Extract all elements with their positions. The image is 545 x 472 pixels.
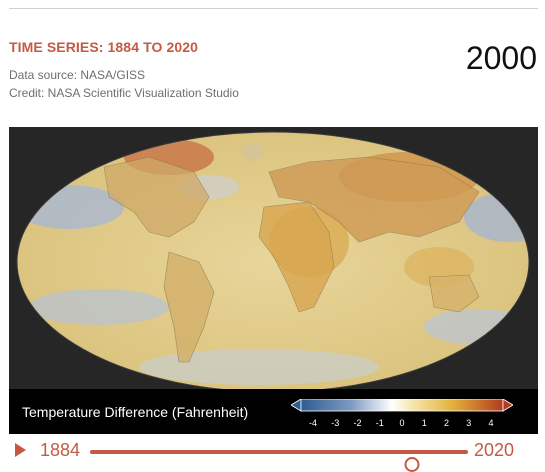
scale-tick-label: -1 — [375, 418, 384, 428]
color-scale: -4 -3 -2 -1 0 1 2 3 4 — [291, 399, 513, 429]
scale-tick-label: -2 — [353, 418, 362, 428]
series-title: TIME SERIES: 1884 TO 2020 — [9, 39, 198, 55]
scale-tick-label: 0 — [399, 418, 405, 428]
timeline-start-label: 1884 — [40, 440, 81, 460]
top-divider — [9, 8, 538, 9]
arrow-right-icon — [502, 399, 513, 412]
scale-tick-label: 2 — [443, 418, 450, 428]
data-source-text: Data source: NASA/GISS — [9, 68, 146, 82]
timeline-end-label: 2020 — [474, 440, 515, 460]
scale-tick-label: -4 — [308, 418, 318, 428]
world-map-graphic — [16, 131, 530, 389]
current-year-display: 2000 — [465, 40, 537, 76]
legend-title: Temperature Difference (Fahrenheit) — [22, 404, 249, 420]
timeline-track[interactable] — [90, 450, 468, 472]
timeline-slider-thumb[interactable] — [404, 457, 420, 472]
timeline-player: 1884 2020 — [0, 436, 545, 472]
scale-tick-label: 3 — [466, 418, 472, 428]
legend-bar: Temperature Difference (Fahrenheit) -4 -3… — [9, 389, 538, 434]
play-icon[interactable] — [15, 443, 26, 457]
arrow-left-icon — [291, 399, 302, 412]
scale-tick-label: 1 — [421, 418, 427, 428]
credit-text: Credit: NASA Scientific Visualization St… — [9, 86, 239, 100]
scale-tick-label: 4 — [488, 418, 494, 428]
scale-tick-label: -3 — [331, 418, 340, 428]
temperature-map — [9, 127, 538, 389]
